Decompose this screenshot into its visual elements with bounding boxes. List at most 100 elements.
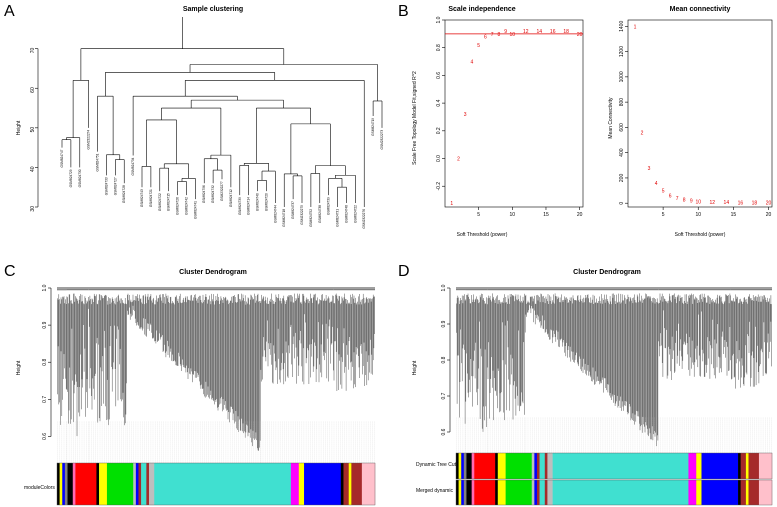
sample-label: GSM824722 bbox=[158, 193, 162, 211]
module-color-block bbox=[57, 463, 60, 505]
sample-label: GSM824726 bbox=[176, 197, 180, 215]
sample-label: GSM824722 bbox=[353, 205, 357, 223]
sample-label: GSM824743 bbox=[140, 189, 144, 207]
module-color-block bbox=[701, 480, 739, 505]
y-tick-label: 1.0 bbox=[436, 16, 442, 23]
sample-label: GSM824751 bbox=[96, 153, 100, 171]
y-tick-label: 1000 bbox=[619, 71, 625, 82]
y-tick-label: 0.8 bbox=[42, 359, 48, 366]
module-color-block bbox=[745, 453, 749, 479]
y-tick-label: 0.7 bbox=[42, 396, 48, 403]
dendrogram-guide-lines bbox=[66, 421, 89, 463]
sample-label: GSM824752 bbox=[309, 209, 313, 227]
dendrogram-leaf-lines bbox=[333, 293, 375, 391]
mean-connectivity-plot: Mean connectivity Soft Threshold (power)… bbox=[608, 6, 773, 238]
sample-label: GSM824712 bbox=[229, 189, 233, 207]
module-color-block bbox=[758, 453, 773, 479]
merged-dynamic-label: Merged dynamic bbox=[416, 488, 453, 494]
data-point: 9 bbox=[690, 199, 693, 205]
x-tick-label: 10 bbox=[695, 212, 701, 218]
dendrogram-leaves bbox=[456, 293, 772, 447]
mean-connectivity-ylabel: Mean Connectivity bbox=[608, 97, 614, 139]
sample-label: GSM824720 bbox=[264, 193, 268, 211]
sample-label: GSM824732 bbox=[211, 185, 215, 203]
module-color-block bbox=[497, 453, 506, 479]
y-tick-label: 0.8 bbox=[441, 356, 447, 363]
sample-label: GSM824737 bbox=[291, 201, 295, 219]
module-color-block bbox=[148, 463, 155, 505]
module-color-block bbox=[75, 463, 97, 505]
data-point: 3 bbox=[648, 166, 651, 172]
color-row-frame bbox=[455, 479, 773, 506]
module-color-block bbox=[304, 463, 342, 505]
module-color-block bbox=[505, 480, 533, 505]
y-tick-label: 60 bbox=[30, 87, 36, 93]
dendrogram-leaf-lines bbox=[731, 294, 772, 389]
module-color-block bbox=[748, 480, 760, 505]
panel-label-c: C bbox=[4, 263, 16, 280]
module-color-block bbox=[290, 463, 300, 505]
module-color-block bbox=[534, 480, 538, 505]
scale-independence-plot: Scale independence Soft Threshold (power… bbox=[412, 6, 584, 238]
module-color-block bbox=[106, 463, 134, 505]
plot-frame bbox=[444, 19, 584, 208]
module-color-block bbox=[738, 480, 741, 505]
module-color-block bbox=[534, 453, 538, 479]
module-color-block bbox=[539, 480, 546, 505]
data-point: 1 bbox=[450, 201, 453, 207]
data-point: 10 bbox=[510, 32, 516, 38]
plot-frame bbox=[627, 19, 773, 208]
module-color-block bbox=[505, 453, 533, 479]
data-point: 2 bbox=[457, 157, 460, 163]
y-tick-label: 800 bbox=[619, 98, 625, 107]
module-color-block bbox=[471, 480, 475, 505]
data-point: 16 bbox=[550, 29, 556, 35]
cluster-dendrogram-c-title: Cluster Dendrogram bbox=[179, 269, 247, 276]
module-color-block bbox=[99, 463, 108, 505]
module-color-block bbox=[544, 453, 548, 479]
dendrogram-guide-lines bbox=[465, 417, 488, 453]
sample-clustering-ylabel: Height bbox=[16, 120, 22, 135]
module-color-block bbox=[552, 480, 689, 505]
cluster-dendrogram-d: Cluster Dendrogram Height Dynamic Tree C… bbox=[412, 269, 773, 506]
data-point: 8 bbox=[497, 32, 500, 38]
module-color-block bbox=[64, 463, 68, 505]
y-tick-label: 1200 bbox=[619, 46, 625, 57]
scale-independence-ylabel: Scale Free Topology Model Fit,signed R^2 bbox=[412, 71, 418, 165]
module-color-block bbox=[463, 480, 467, 505]
module-color-block bbox=[461, 453, 465, 479]
module-color-block bbox=[688, 480, 697, 505]
dendrogram-leaf-lines bbox=[66, 293, 89, 437]
scale-independence-xlabel: Soft Threshold (power) bbox=[457, 232, 508, 238]
y-tick-label: 0.7 bbox=[441, 392, 447, 399]
dendrogram-leaf-lines bbox=[260, 293, 334, 385]
module-color-block bbox=[552, 453, 689, 479]
data-point: 16 bbox=[738, 200, 744, 206]
mean-connectivity-title: Mean connectivity bbox=[670, 6, 731, 13]
data-point: 5 bbox=[662, 189, 665, 195]
cluster-dendrogram-c: Cluster Dendrogram Height moduleColors 0… bbox=[16, 269, 376, 506]
sample-label: GSM824714 bbox=[247, 197, 251, 215]
sample-label: GSM2322274 bbox=[87, 130, 91, 150]
y-tick-label: 0.4 bbox=[436, 99, 442, 106]
module-color-block bbox=[141, 463, 147, 505]
module-color-block bbox=[748, 453, 760, 479]
y-tick-label: 0.6 bbox=[42, 433, 48, 440]
module-color-block bbox=[539, 453, 546, 479]
module-color-block bbox=[351, 463, 363, 505]
scale-independence-title: Scale independence bbox=[448, 6, 515, 13]
sample-label: GSM824721 bbox=[149, 189, 153, 207]
sample-label: GSM824739 bbox=[327, 197, 331, 215]
data-point: 14 bbox=[724, 200, 730, 206]
module-color-block bbox=[696, 453, 702, 479]
dendrogram-guide-lines bbox=[127, 421, 261, 463]
module-color-block bbox=[531, 453, 535, 479]
mean-connectivity-xlabel: Soft Threshold (power) bbox=[675, 232, 726, 238]
module-color-block bbox=[474, 480, 496, 505]
sample-label: GSM824730 bbox=[78, 169, 82, 187]
module-color-block bbox=[343, 463, 350, 505]
data-point: 8 bbox=[683, 197, 686, 203]
module-color-block bbox=[531, 480, 535, 505]
data-point: 2 bbox=[641, 130, 644, 136]
module-color-block bbox=[466, 480, 472, 505]
